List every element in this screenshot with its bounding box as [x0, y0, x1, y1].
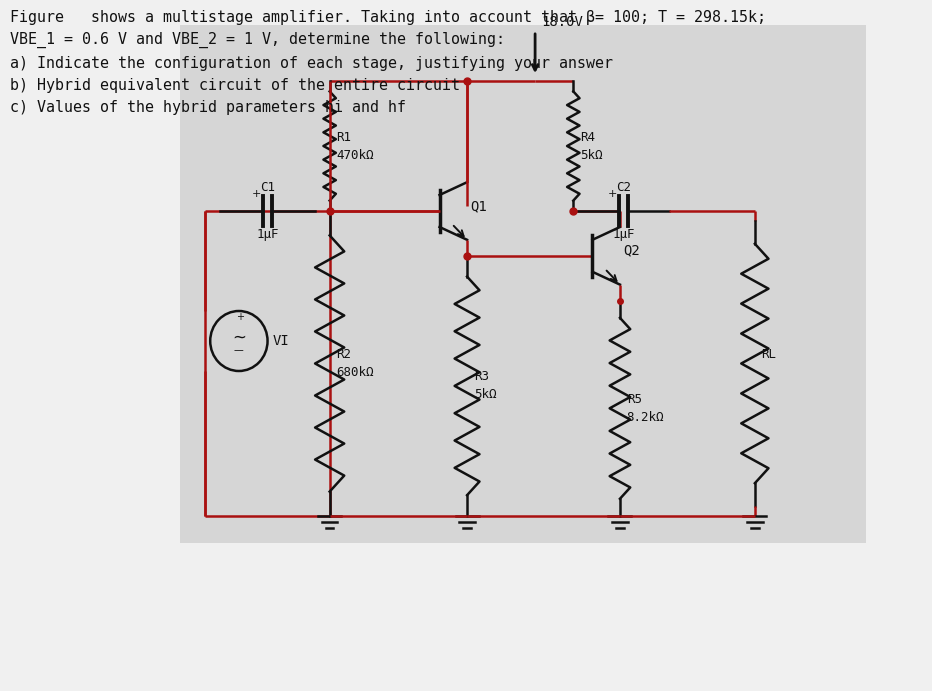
Text: 18.0V: 18.0V — [541, 15, 582, 29]
Text: 470kΩ: 470kΩ — [336, 149, 374, 162]
Text: —: — — [234, 345, 244, 355]
Text: R5: R5 — [626, 392, 641, 406]
Text: 8.2kΩ: 8.2kΩ — [626, 411, 665, 424]
Text: ~: ~ — [232, 329, 246, 347]
Text: C2: C2 — [616, 181, 631, 194]
Text: +: + — [236, 312, 244, 322]
Text: 5kΩ: 5kΩ — [473, 388, 496, 401]
Text: +: + — [608, 189, 617, 199]
Text: 680kΩ: 680kΩ — [336, 366, 374, 379]
Text: R4: R4 — [580, 131, 595, 144]
Text: 1μF: 1μF — [256, 228, 279, 241]
Text: 5kΩ: 5kΩ — [580, 149, 602, 162]
Text: R1: R1 — [336, 131, 351, 144]
Text: R3: R3 — [473, 370, 488, 384]
Text: +: + — [252, 189, 261, 199]
Text: RL: RL — [761, 348, 776, 361]
Text: VI: VI — [272, 334, 289, 348]
FancyBboxPatch shape — [180, 25, 866, 543]
Text: Q2: Q2 — [623, 244, 639, 258]
Text: Figure   shows a multistage amplifier. Taking into account that β= 100; T = 298.: Figure shows a multistage amplifier. Tak… — [9, 10, 765, 115]
Text: C1: C1 — [260, 181, 275, 194]
Text: Q1: Q1 — [470, 199, 487, 213]
Text: 1μF: 1μF — [612, 228, 635, 241]
Text: R2: R2 — [336, 348, 351, 361]
